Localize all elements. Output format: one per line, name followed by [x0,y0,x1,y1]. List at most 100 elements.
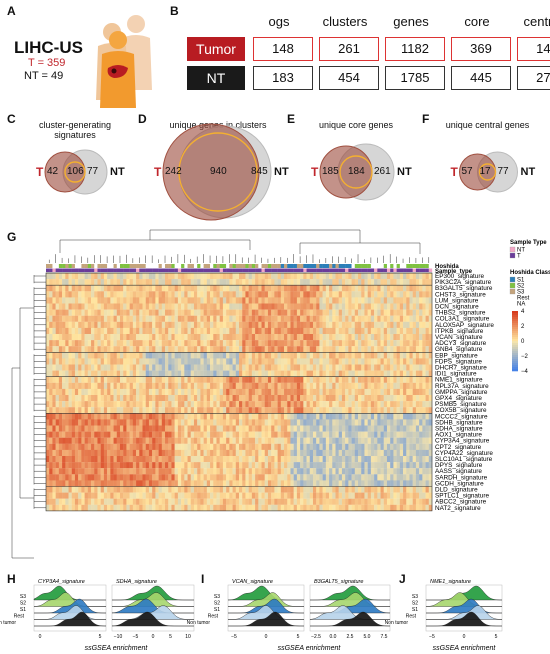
heatmap-cell [367,382,372,389]
patient-illustration [96,15,152,108]
heatmap-cell [374,346,378,353]
heatmap-cell [97,388,101,396]
heatmap-cell [325,285,330,292]
heatmap-cell [213,504,217,511]
heatmap-cell [325,297,330,304]
heatmap-cell [71,321,76,328]
heatmap-cell [409,340,413,347]
heatmap-cell [81,364,85,371]
heatmap-cell [329,449,333,457]
heatmap-cell [119,401,124,408]
heatmap-cell [290,364,294,371]
heatmap-cell [386,395,391,402]
heatmap-cell [200,419,204,426]
heatmap-cell [94,291,98,298]
heatmap-cell [396,340,401,347]
heatmap-cell [68,321,72,328]
heatmap-cell [248,279,253,286]
heatmap-cell [406,370,410,377]
heatmap-cell [303,297,307,304]
signature-label: LUM_signature [435,297,479,304]
nontumor-count: NT = 49 [24,70,64,82]
heatmap-cell [206,376,211,383]
heatmap-cell [171,327,175,335]
heatmap-cell [309,443,314,450]
heatmap-cell [74,340,79,347]
heatmap-cell [158,321,162,328]
sample-type-cell [306,268,310,272]
heatmap-cell [271,327,275,335]
heatmap-cell [293,413,298,420]
heatmap-cell [97,474,101,481]
heatmap-cell [216,370,220,377]
heatmap-cell [332,456,336,463]
heatmap-cell [190,437,195,444]
heatmap-cell [136,431,140,438]
heatmap-cell [319,279,323,286]
venn-left-count: 185 [322,166,339,177]
heatmap-cell [119,425,124,432]
heatmap-cell [261,443,265,450]
heatmap-cell [68,492,72,499]
venn-right-count: 845 [251,166,268,177]
heatmap-cell [348,279,352,286]
heatmap-cell [148,321,153,328]
hoshida-cell [345,264,349,268]
heatmap-cell [103,456,108,463]
heatmap-cell [335,346,339,353]
heatmap-cell [409,401,413,408]
hoshida-cell [325,264,330,268]
heatmap-cell [68,382,72,389]
heatmap-cell [187,382,191,389]
heatmap-cell [165,327,169,335]
signature-label: MCCC2_signature [435,413,488,420]
heatmap-cell [171,486,175,493]
heatmap-cell [65,327,69,335]
signature-label: GNB4_signature [435,346,483,353]
heatmap-cell [370,297,375,304]
heatmap-cell [367,498,372,505]
heatmap-cell [193,370,198,377]
heatmap-cell [184,443,188,450]
heatmap-cell [319,321,323,328]
sample-type-cell [52,268,56,272]
heatmap-cell [419,492,423,499]
heatmap-cell [425,474,429,481]
heatmap-cell [403,352,407,359]
heatmap-cell [116,297,121,304]
heatmap-cell [100,352,105,359]
heatmap-cell [103,303,108,310]
heatmap-cell [245,449,249,457]
sample-type-cell [193,268,198,272]
heatmap-cell [87,334,92,341]
heatmap-cell [306,486,310,493]
heatmap-cell [393,291,397,298]
heatmap-cell [312,413,317,420]
heatmap-cell [113,425,117,432]
heatmap-cell [358,498,362,505]
heatmap-cell [62,273,66,280]
heatmap-cell [65,474,69,481]
heatmap-cell [419,346,423,353]
heatmap-cell [419,388,423,396]
sample-type-cell [358,268,362,272]
heatmap-cell [229,291,233,298]
heatmap-cell [168,273,172,280]
hoshida-cell [261,264,265,268]
heatmap-cell [370,279,375,286]
heatmap-cell [290,419,294,426]
heatmap-cell [264,346,269,353]
heatmap-cell [126,388,130,396]
heatmap-cell [428,346,433,353]
heatmap-cell [165,437,169,444]
heatmap-cell [78,334,82,341]
hoshida-cell [171,264,175,268]
heatmap-cell [399,437,404,444]
heatmap-cell [380,492,384,499]
heatmap-cell [181,431,185,438]
heatmap-cell [422,437,426,444]
heatmap-cell [113,291,117,298]
heatmap-cell [78,382,82,389]
heatmap-cell [364,340,368,347]
heatmap-cell [103,401,108,408]
